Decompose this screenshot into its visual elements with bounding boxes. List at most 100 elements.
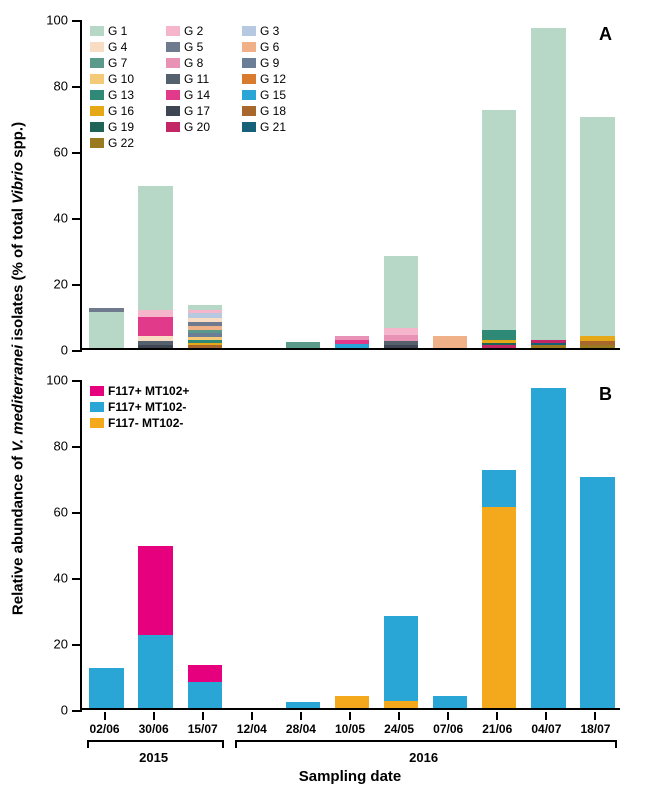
y-tick-label: 20	[54, 637, 82, 652]
x-tick-label: 15/07	[188, 722, 218, 736]
x-tick	[251, 712, 253, 720]
y-tick-label: 100	[46, 373, 82, 388]
bar-segment	[482, 470, 516, 506]
legend-item: G 15	[242, 88, 308, 102]
legend-swatch	[90, 106, 104, 116]
x-tick	[104, 712, 106, 720]
panel-b: 020406080100 B F117+ MT102+F117+ MT102-F…	[80, 380, 620, 710]
legend-item: G 14	[166, 88, 232, 102]
figure: Relative abundance of V. mediterranei is…	[0, 0, 650, 799]
legend-label: G 3	[260, 24, 279, 38]
legend-label: G 5	[184, 40, 203, 54]
legend-item: G 19	[90, 120, 156, 134]
bar-segment	[188, 665, 222, 682]
legend-item: G 4	[90, 40, 156, 54]
y-tick-label: 40	[54, 571, 82, 586]
bar	[335, 696, 369, 708]
legend-label: G 11	[184, 72, 209, 86]
year-bracket	[87, 740, 224, 748]
y-tick-label: 80	[54, 439, 82, 454]
legend-swatch	[90, 74, 104, 84]
legend-label: G 21	[260, 120, 286, 134]
legend-label: G 17	[184, 104, 210, 118]
x-tick-label: 30/06	[139, 722, 169, 736]
bar	[433, 336, 467, 348]
legend-item: G 16	[90, 104, 156, 118]
bar-segment	[286, 702, 320, 708]
legend-item: G 1	[90, 24, 156, 38]
bar-segment	[188, 322, 222, 325]
legend-a: G 1G 2G 3G 4G 5G 6G 7G 8G 9G 10G 11G 12G…	[90, 24, 318, 152]
bar-segment	[482, 340, 516, 343]
bar-segment	[384, 256, 418, 329]
bar-segment	[188, 313, 222, 318]
legend-label: G 7	[108, 56, 127, 70]
bar-segment	[580, 117, 614, 336]
bar	[188, 665, 222, 708]
legend-swatch	[242, 42, 256, 52]
bar-segment	[384, 345, 418, 348]
legend-label: G 8	[184, 56, 203, 70]
bar-segment	[89, 312, 123, 348]
legend-swatch	[90, 418, 104, 428]
bar	[482, 470, 516, 708]
bar-segment	[89, 308, 123, 311]
bar-segment	[188, 343, 222, 346]
x-tick	[496, 712, 498, 720]
x-tick-label: 18/07	[580, 722, 610, 736]
bar-segment	[433, 336, 467, 348]
bar	[384, 256, 418, 348]
legend-item: G 8	[166, 56, 232, 70]
legend-swatch	[166, 106, 180, 116]
legend-swatch	[242, 106, 256, 116]
legend-item: F117+ MT102-	[90, 400, 186, 414]
x-tick-label: 28/04	[286, 722, 316, 736]
legend-item: G 5	[166, 40, 232, 54]
bar	[384, 616, 418, 708]
legend-swatch	[90, 386, 104, 396]
x-tick-label: 02/06	[90, 722, 120, 736]
y-axis-label: Relative abundance of V. mediterranei is…	[10, 122, 27, 615]
bar	[335, 336, 369, 348]
legend-label: F117+ MT102+	[108, 384, 189, 398]
x-tick-label: 24/05	[384, 722, 414, 736]
legend-swatch	[166, 74, 180, 84]
panel-a-letter: A	[599, 24, 612, 45]
x-tick	[153, 712, 155, 720]
bar-segment	[384, 616, 418, 702]
x-tick	[300, 712, 302, 720]
legend-label: G 4	[108, 40, 127, 54]
bar	[89, 308, 123, 348]
bar-segment	[188, 318, 222, 322]
bar-segment	[188, 326, 222, 330]
x-tick-label: 07/06	[433, 722, 463, 736]
legend-swatch	[90, 90, 104, 100]
bar	[482, 110, 516, 348]
bar-segment	[138, 186, 172, 310]
bar-segment	[482, 110, 516, 330]
legend-label: F117- MT102-	[108, 416, 183, 430]
panel-a: 020406080100 A G 1G 2G 3G 4G 5G 6G 7G 8G…	[80, 20, 620, 350]
legend-swatch	[90, 122, 104, 132]
legend-swatch	[90, 138, 104, 148]
x-axis-label: Sampling date	[299, 768, 402, 785]
x-tick	[202, 712, 204, 720]
bar	[138, 186, 172, 348]
bar-segment	[482, 330, 516, 340]
legend-label: G 15	[260, 88, 286, 102]
legend-swatch	[166, 90, 180, 100]
legend-label: G 16	[108, 104, 134, 118]
bar-segment	[335, 344, 369, 348]
y-tick-label: 0	[61, 343, 82, 358]
legend-label: G 6	[260, 40, 279, 54]
legend-swatch	[242, 90, 256, 100]
legend-swatch	[242, 26, 256, 36]
bar	[580, 477, 614, 708]
legend-swatch	[242, 122, 256, 132]
panel-b-letter: B	[599, 384, 612, 405]
bar-segment	[482, 343, 516, 346]
x-tick	[349, 712, 351, 720]
legend-item: G 18	[242, 104, 308, 118]
bar-segment	[580, 345, 614, 348]
bar-segment	[335, 696, 369, 708]
